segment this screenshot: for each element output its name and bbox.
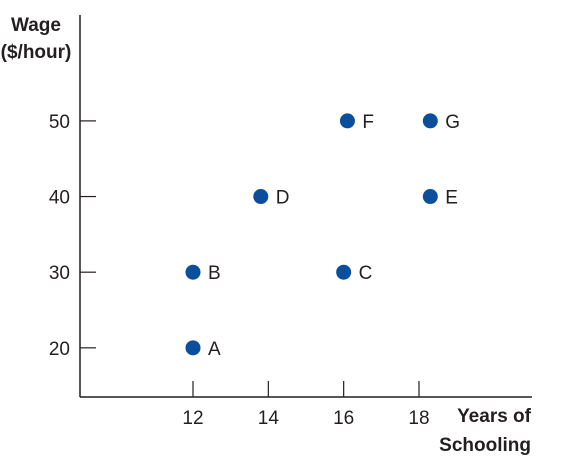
axis-titles: Wage ($/hour) Years of Schooling (1, 15, 532, 456)
point-label-a: A (208, 339, 221, 360)
point-label-g: G (445, 112, 460, 133)
y-axis-title-line-2: ($/hour) (1, 42, 72, 63)
point-label-b: B (208, 263, 221, 284)
x-tick-label: 18 (408, 408, 429, 429)
point-label-f: F (362, 112, 374, 133)
data-point-e (422, 189, 438, 205)
axes (79, 15, 532, 398)
y-tick-label: 20 (49, 339, 70, 360)
x-axis-title-line-1: Years of (457, 406, 532, 427)
x-axis-title-line-2: Schooling (439, 435, 531, 456)
y-tick-label: 30 (49, 263, 70, 284)
point-label-e: E (445, 188, 458, 209)
data-point-d (253, 189, 269, 205)
y-tick-label: 40 (49, 188, 70, 209)
x-tick-label: 16 (333, 408, 354, 429)
point-label-d: D (276, 188, 290, 209)
data-points: A B C D E F G (185, 112, 460, 360)
data-point-f (339, 113, 355, 129)
data-point-c (336, 264, 352, 280)
ticks: 20 30 40 50 12 14 16 18 (49, 112, 430, 429)
y-tick-label: 50 (49, 112, 70, 133)
x-tick-label: 14 (258, 408, 280, 429)
data-point-a (185, 340, 201, 356)
data-point-g (422, 113, 438, 129)
point-label-c: C (359, 263, 373, 284)
data-point-b (185, 264, 201, 280)
x-tick-label: 12 (182, 408, 203, 429)
y-axis-title-line-1: Wage (11, 15, 61, 36)
